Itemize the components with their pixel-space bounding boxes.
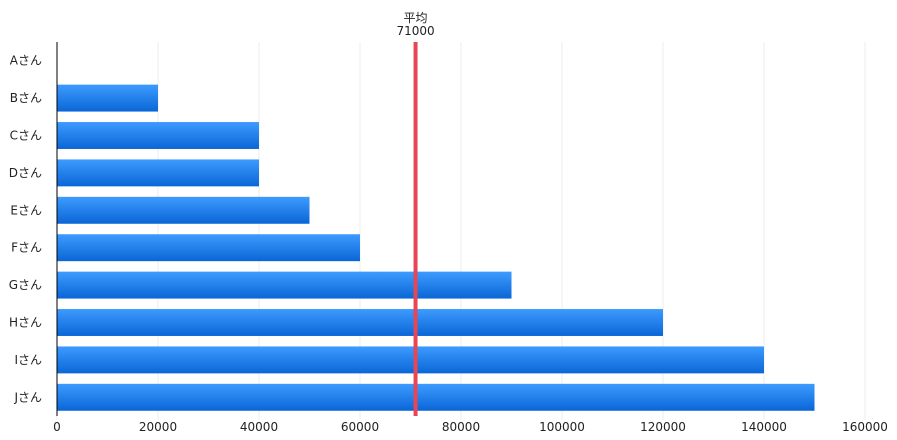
bar (57, 196, 310, 224)
x-tick-label: 140000 (741, 420, 787, 434)
average-marker: 平均 71000 (396, 11, 435, 416)
category-label: Dさん (9, 166, 42, 180)
category-label: Gさん (9, 278, 42, 292)
category-label: Fさん (11, 241, 42, 255)
bar (57, 234, 360, 262)
x-tick-label: 100000 (539, 420, 585, 434)
x-tick-label: 120000 (640, 420, 686, 434)
category-label: Eさん (10, 203, 42, 217)
bar (57, 383, 815, 411)
category-label: Aさん (10, 54, 42, 68)
average-label: 平均 (404, 11, 428, 25)
bar (57, 346, 764, 374)
category-label: Hさん (9, 316, 42, 330)
bar (57, 309, 663, 336)
category-label: Iさん (14, 353, 42, 367)
category-label: Cさん (10, 129, 42, 143)
bars (57, 84, 815, 411)
average-value-label: 71000 (396, 24, 434, 38)
x-tick-label: 20000 (139, 420, 177, 434)
x-tick-label: 160000 (842, 420, 888, 434)
x-tick-label: 80000 (442, 420, 480, 434)
bar (57, 271, 512, 299)
bar (57, 159, 259, 187)
x-tick-label: 40000 (240, 420, 278, 434)
grid-lines (157, 42, 866, 416)
category-label: Bさん (10, 91, 42, 105)
x-tick-label: 60000 (341, 420, 379, 434)
x-tick-label: 0 (53, 420, 61, 434)
bar (57, 84, 158, 112)
bar (57, 122, 259, 149)
category-label: Jさん (13, 390, 42, 404)
axes: 0 20000 40000 60000 80000 100000 120000 140000 1… (9, 42, 888, 434)
